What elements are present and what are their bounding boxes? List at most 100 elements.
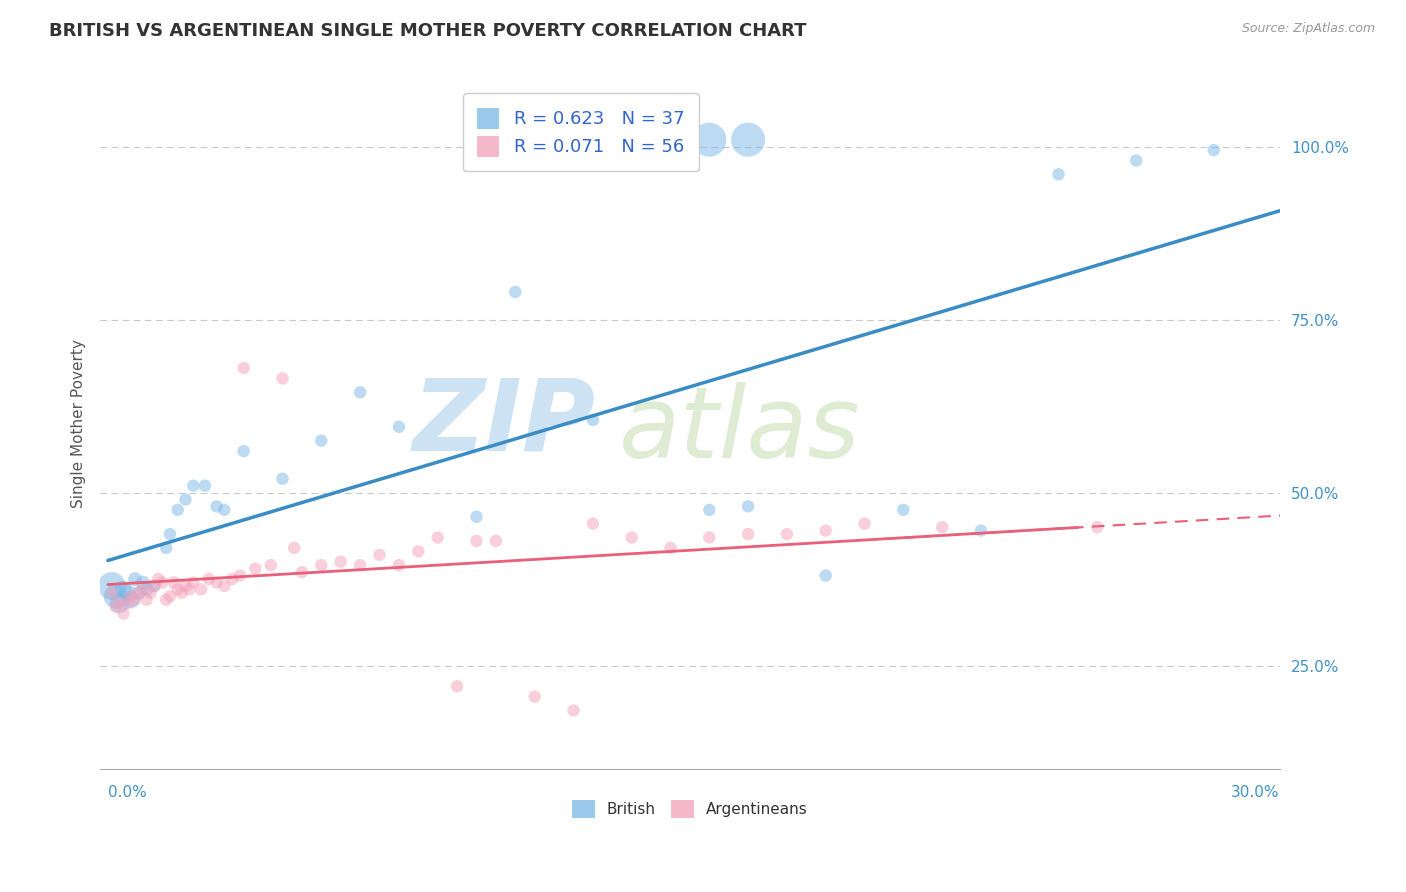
Point xyxy=(166,503,188,517)
Point xyxy=(120,592,142,607)
Point xyxy=(582,413,605,427)
Y-axis label: Single Mother Poverty: Single Mother Poverty xyxy=(72,339,86,508)
Text: 0.0%: 0.0% xyxy=(108,785,146,800)
Text: ZIP: ZIP xyxy=(412,375,596,472)
Point xyxy=(620,531,643,545)
Point xyxy=(221,572,243,586)
Point xyxy=(291,565,314,579)
Point xyxy=(505,285,527,299)
Point xyxy=(124,592,146,607)
Legend: British, Argentineans: British, Argentineans xyxy=(565,794,814,824)
Point xyxy=(143,579,166,593)
Point xyxy=(562,704,585,718)
Point xyxy=(150,575,173,590)
Point xyxy=(181,575,204,590)
Point xyxy=(388,558,411,573)
Point xyxy=(128,586,150,600)
Point xyxy=(117,596,139,610)
Point xyxy=(485,533,508,548)
Point xyxy=(163,575,186,590)
Point xyxy=(1085,520,1108,534)
Point xyxy=(155,541,177,555)
Point xyxy=(697,133,720,147)
Point xyxy=(271,371,294,385)
Point xyxy=(205,575,228,590)
Point xyxy=(205,500,228,514)
Point xyxy=(465,509,488,524)
Point xyxy=(1125,153,1147,168)
Point xyxy=(229,568,252,582)
Point xyxy=(120,590,142,604)
Point xyxy=(232,444,254,458)
Point xyxy=(260,558,283,573)
Text: 30.0%: 30.0% xyxy=(1232,785,1279,800)
Point xyxy=(408,544,430,558)
Point xyxy=(329,555,352,569)
Point xyxy=(132,582,155,597)
Point xyxy=(311,434,333,448)
Text: Source: ZipAtlas.com: Source: ZipAtlas.com xyxy=(1241,22,1375,36)
Point xyxy=(214,579,236,593)
Point xyxy=(194,478,217,492)
Point xyxy=(181,478,204,492)
Point xyxy=(143,579,166,593)
Point xyxy=(104,590,127,604)
Point xyxy=(814,524,837,538)
Point xyxy=(737,133,759,147)
Point xyxy=(271,472,294,486)
Point xyxy=(232,361,254,376)
Point xyxy=(582,516,605,531)
Point xyxy=(174,579,197,593)
Point xyxy=(132,575,155,590)
Point xyxy=(190,582,212,597)
Point xyxy=(311,558,333,573)
Point xyxy=(179,582,201,597)
Point xyxy=(891,503,914,517)
Point xyxy=(697,503,720,517)
Point xyxy=(465,533,488,548)
Point xyxy=(166,582,188,597)
Point xyxy=(776,527,799,541)
Point xyxy=(197,572,219,586)
Point xyxy=(697,531,720,545)
Point xyxy=(349,558,371,573)
Point xyxy=(135,582,157,597)
Text: atlas: atlas xyxy=(619,382,860,479)
Point xyxy=(659,541,682,555)
Point xyxy=(245,562,267,576)
Point xyxy=(1047,167,1070,181)
Point xyxy=(148,572,170,586)
Point xyxy=(155,592,177,607)
Point xyxy=(349,385,371,400)
Point xyxy=(283,541,305,555)
Point xyxy=(174,492,197,507)
Point xyxy=(931,520,953,534)
Point xyxy=(388,420,411,434)
Point xyxy=(128,586,150,600)
Point xyxy=(100,586,122,600)
Point xyxy=(112,582,135,597)
Point xyxy=(112,607,135,621)
Point xyxy=(970,524,993,538)
Point xyxy=(159,590,181,604)
Point xyxy=(117,586,139,600)
Point xyxy=(446,679,468,693)
Point xyxy=(426,531,449,545)
Point xyxy=(124,572,146,586)
Point xyxy=(214,503,236,517)
Point xyxy=(135,592,157,607)
Point xyxy=(170,586,193,600)
Point xyxy=(159,527,181,541)
Point xyxy=(368,548,391,562)
Point xyxy=(108,596,131,610)
Point xyxy=(104,599,127,614)
Point xyxy=(853,516,876,531)
Point xyxy=(100,579,122,593)
Point xyxy=(737,500,759,514)
Point xyxy=(139,586,162,600)
Point xyxy=(1202,143,1225,157)
Point xyxy=(108,596,131,610)
Text: BRITISH VS ARGENTINEAN SINGLE MOTHER POVERTY CORRELATION CHART: BRITISH VS ARGENTINEAN SINGLE MOTHER POV… xyxy=(49,22,807,40)
Point xyxy=(737,527,759,541)
Point xyxy=(523,690,546,704)
